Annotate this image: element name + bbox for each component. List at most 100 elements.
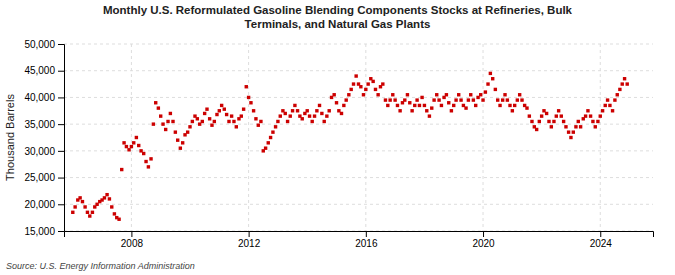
point — [457, 93, 460, 96]
point — [179, 146, 182, 149]
tick: 15,000 — [24, 226, 64, 237]
tick: 40,000 — [24, 92, 64, 103]
tick-label: 15,000 — [24, 226, 55, 237]
grid-line-y — [64, 44, 653, 45]
point — [366, 82, 369, 85]
x-axis: 20082012201620202024 — [65, 231, 654, 249]
point — [125, 145, 128, 148]
point — [525, 106, 528, 109]
grid-line-x — [365, 44, 366, 231]
point — [88, 214, 91, 217]
grid-line-y — [64, 150, 653, 151]
point — [203, 112, 206, 115]
point — [577, 120, 580, 123]
grid-line-x — [248, 44, 249, 231]
points — [71, 72, 629, 221]
point — [205, 107, 208, 110]
point — [491, 77, 494, 80]
point — [311, 120, 314, 123]
point — [520, 98, 523, 101]
point — [616, 93, 619, 96]
chart-title-line: Monthly U.S. Reformulated Gasoline Blend… — [103, 4, 573, 16]
point — [242, 107, 245, 110]
point — [301, 117, 304, 120]
grid-line-x — [600, 44, 601, 231]
point — [232, 120, 235, 123]
tick-mark — [58, 151, 64, 152]
point — [354, 74, 357, 77]
point — [423, 104, 426, 107]
point — [572, 130, 575, 133]
grid-line-y — [64, 70, 653, 71]
point — [208, 117, 211, 120]
point — [169, 112, 172, 115]
point — [286, 120, 289, 123]
point — [117, 218, 120, 221]
chart-svg: Monthly U.S. Reformulated Gasoline Blend… — [0, 0, 675, 275]
point — [344, 98, 347, 101]
point — [484, 90, 487, 93]
point — [174, 130, 177, 133]
point — [508, 104, 511, 107]
point — [191, 120, 194, 123]
tick-label: 50,000 — [24, 39, 55, 50]
point — [296, 109, 299, 112]
point — [518, 93, 521, 96]
point — [584, 114, 587, 117]
point — [435, 93, 438, 96]
point — [459, 98, 462, 101]
point — [340, 112, 343, 115]
point — [78, 196, 81, 199]
point — [83, 205, 86, 208]
point — [425, 109, 428, 112]
point — [332, 93, 335, 96]
point — [81, 200, 84, 203]
point — [516, 98, 519, 101]
point — [325, 114, 328, 117]
point — [257, 124, 260, 127]
tick: 45,000 — [24, 65, 64, 76]
point — [445, 93, 448, 96]
chart-title-line: Terminals, and Natural Gas Plants — [245, 18, 431, 30]
point — [86, 211, 89, 214]
point — [545, 112, 548, 115]
tick-mark — [58, 71, 64, 72]
point — [320, 112, 323, 115]
point — [157, 106, 160, 109]
point — [362, 93, 365, 96]
point — [306, 109, 309, 112]
point — [501, 98, 504, 101]
point — [618, 88, 621, 91]
point — [267, 141, 270, 144]
point — [413, 104, 416, 107]
axis-line — [65, 232, 654, 238]
point — [315, 109, 318, 112]
tick-mark — [58, 44, 64, 45]
point — [223, 107, 226, 110]
point — [247, 96, 250, 99]
tick-label: 35,000 — [24, 119, 55, 130]
point — [418, 104, 421, 107]
tick: 2024 — [590, 231, 613, 249]
point — [393, 98, 396, 101]
point — [428, 114, 431, 117]
point — [132, 141, 135, 144]
point — [472, 98, 475, 101]
point — [352, 82, 355, 85]
tick-label: 20,000 — [24, 199, 55, 210]
chart-container: Monthly U.S. Reformulated Gasoline Blend… — [0, 0, 675, 275]
point — [130, 145, 133, 148]
point — [596, 120, 599, 123]
tick-mark — [483, 231, 484, 237]
point — [608, 104, 611, 107]
tick-mark — [58, 124, 64, 125]
grid-line-y — [64, 97, 653, 98]
point — [196, 117, 199, 120]
grid-line-y — [64, 177, 653, 178]
point — [560, 114, 563, 117]
point — [342, 104, 345, 107]
point — [201, 120, 204, 123]
point — [91, 211, 94, 214]
point — [376, 93, 379, 96]
point — [147, 165, 150, 168]
